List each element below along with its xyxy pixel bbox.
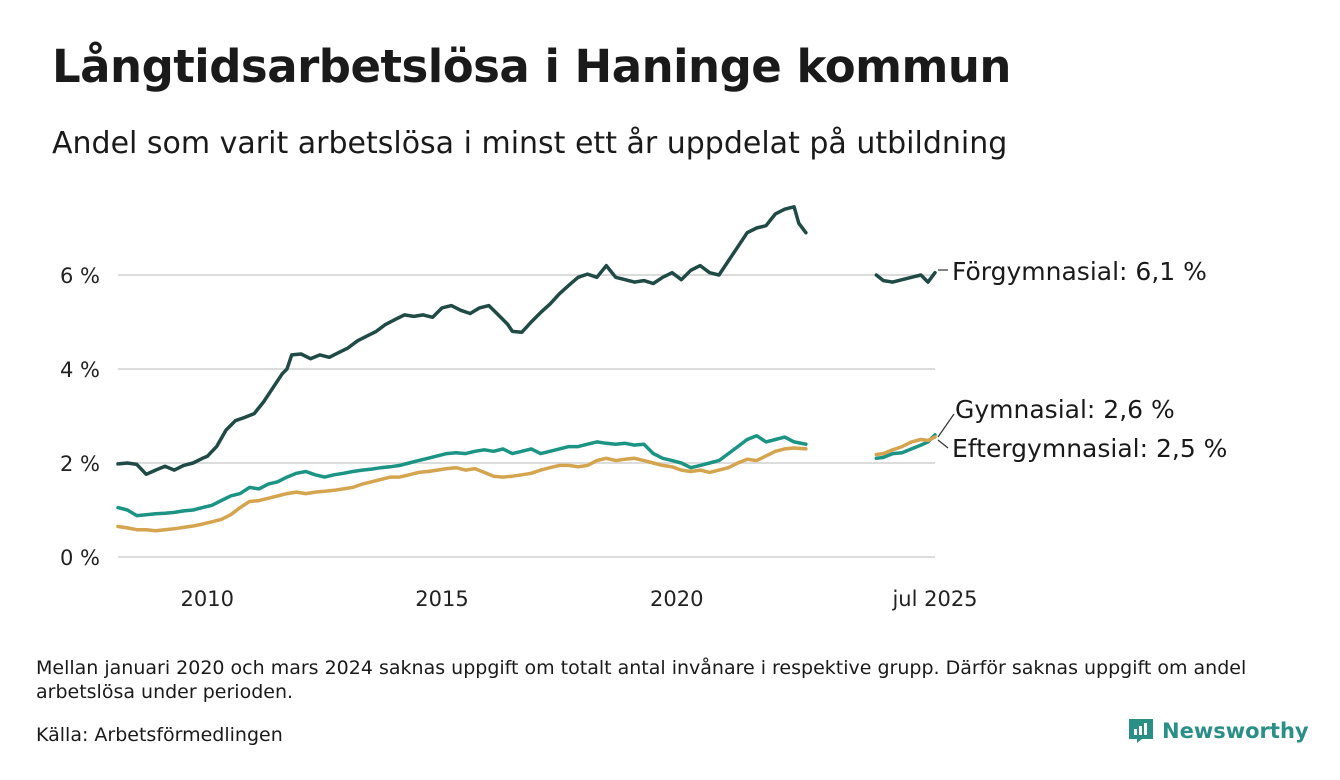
line-chart: 0 % 2 % 4 % 6 % 2010 2015 2020 jul 2025 Förgym…: [60, 205, 1227, 611]
series-end-label: Gymnasial: 2,6 %: [955, 395, 1175, 424]
x-tick-label: jul 2025: [891, 587, 977, 611]
y-tick-label: 0 %: [60, 546, 100, 570]
label-leader-line: [937, 413, 955, 438]
label-leader-line: [937, 439, 949, 449]
series-line-eftergymnasial: [874, 435, 937, 457]
series-end-label: Eftergymnasial: 2,5 %: [952, 434, 1227, 463]
chart-title: Långtidsarbetslösa i Haninge kommun: [52, 40, 1011, 93]
series-end-label: Förgymnasial: 6,1 %: [952, 257, 1207, 286]
series-line-gymnasial: [116, 433, 808, 518]
x-tick-label: 2010: [180, 587, 233, 611]
chart-subtitle: Andel som varit arbetslösa i minst ett å…: [52, 126, 1008, 161]
series-line-eftergymnasial: [116, 446, 808, 533]
footnote: Mellan januari 2020 och mars 2024 saknas…: [36, 657, 1247, 703]
y-tick-label: 4 %: [60, 358, 100, 382]
y-tick-label: 2 %: [60, 452, 100, 476]
source-note: Källa: Arbetsförmedlingen: [36, 724, 283, 746]
chart-logo-icon: [1129, 719, 1153, 743]
series-line-förgymnasial: [116, 205, 808, 477]
series-line-förgymnasial: [874, 270, 937, 284]
x-tick-label: 2020: [650, 587, 703, 611]
y-tick-label: 6 %: [60, 264, 100, 288]
brand-name: Newsworthy: [1162, 719, 1309, 743]
x-tick-label: 2015: [415, 587, 468, 611]
newsworthy-logo: Newsworthy: [1128, 718, 1309, 744]
series-line-gymnasial: [874, 433, 937, 461]
